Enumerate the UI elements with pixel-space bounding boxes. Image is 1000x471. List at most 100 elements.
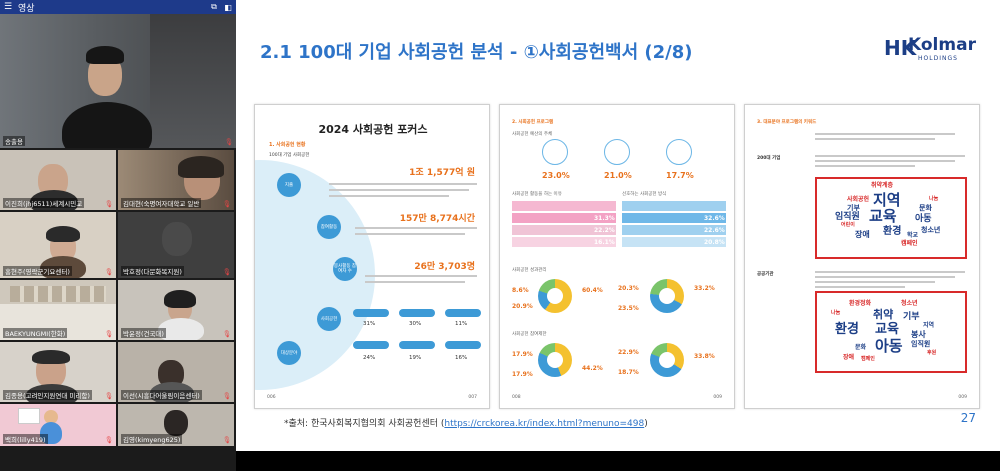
pill-value: 31%	[363, 321, 376, 327]
mic-muted-icon: 🎙	[222, 392, 231, 400]
participant-tile[interactable]: 백희(lilly419) 🎙	[0, 404, 116, 446]
report-page-programs: 2. 사회공헌 프로그램 사회공헌 예산의 주체 23.0% 21.0% 17.…	[499, 104, 735, 409]
keyword: 아동	[875, 337, 903, 355]
bar-value: 32.6%	[704, 215, 725, 222]
keyword: 봉사	[911, 330, 926, 339]
section-subtitle: 100대 기업 사회공헌	[269, 153, 310, 158]
panel-header: ☰ 영상 ⧉ ◧	[0, 0, 236, 14]
participant-name: 김종용(고려인지원연대 미리함)	[3, 390, 92, 400]
donut-value: 44.2%	[582, 365, 603, 372]
keyword: 임직원	[835, 212, 860, 222]
source-link[interactable]: https://crckorea.kr/index.html?menuno=49…	[444, 419, 645, 429]
bar-value: 31.3%	[594, 215, 615, 222]
page-number: 007	[468, 395, 477, 400]
panel-title: 영상	[18, 3, 35, 14]
keyword: 교육	[869, 207, 897, 225]
participant-tile[interactable]: 송출용 🎙	[0, 14, 236, 148]
participant-name: 홍현주(영락군기요센터)	[3, 266, 72, 276]
pill-value: 11%	[455, 321, 468, 327]
participant-tile[interactable]: 김대현(숙명여자대학교 일반 🎙	[118, 150, 234, 210]
node-social: 사회공헌	[317, 307, 341, 331]
pill-value: 16%	[455, 355, 468, 361]
logo-sub: HOLDINGS	[918, 55, 958, 62]
donut-value: 33.8%	[694, 353, 715, 360]
slide-title: 2.1 100대 기업 사회공헌 분석 - ①사회공헌백서 (2/8)	[260, 42, 693, 63]
donut-chart	[650, 279, 684, 313]
page-number: 006	[267, 395, 276, 400]
page-number: 008	[512, 395, 521, 400]
mic-muted-icon: 🎙	[224, 138, 233, 146]
participant-name: BAEKYUNGMI(한화)	[3, 328, 68, 338]
participant-tile[interactable]: 홍현주(영락군기요센터) 🎙	[0, 212, 116, 278]
node-volunteers: 봉사활동 참여자 수	[333, 257, 357, 281]
logo-mark-icon: HK	[884, 36, 917, 60]
keyword: 청소년	[921, 226, 941, 234]
keyword: 임직원	[911, 340, 931, 348]
footnote-text: *출처: 한국사회복지협의회 사회공헌센터 (	[284, 419, 445, 429]
node-spending: 지출	[277, 173, 301, 197]
keyword: 기부	[903, 312, 920, 322]
section-subtitle: 사회공헌 성과관리	[512, 268, 547, 273]
company-logo: HK Kolmar HOLDINGS	[884, 32, 976, 64]
participant-tile[interactable]: 김영(kimyeng625) 🎙	[118, 404, 234, 446]
donut-value: 23.5%	[618, 305, 639, 312]
participant-name: 이진희(jhj6511)세계시민교	[3, 198, 85, 208]
keyword: 문화	[855, 344, 867, 351]
participant-tile[interactable]: BAEKYUNGMI(한화) 🎙	[0, 280, 116, 340]
bar-value: 20.8%	[704, 239, 725, 246]
keyword: 환경	[835, 322, 859, 337]
participant-tile[interactable]: 박윤정(건국대) 🎙	[118, 280, 234, 340]
node-target: 대상분야	[277, 341, 301, 365]
popout-icon[interactable]: ⧉	[211, 2, 217, 11]
mic-muted-icon: 🎙	[222, 330, 231, 338]
keyword: 장애	[855, 230, 870, 239]
donut-value: 33.2%	[694, 285, 715, 292]
donut-value: 60.4%	[582, 287, 603, 294]
bottom-bar	[236, 451, 1000, 471]
participant-name: 백희(lilly419)	[3, 434, 48, 444]
handshake-icon	[666, 139, 692, 165]
page-title: 2024 사회공헌 포커스	[318, 123, 428, 136]
menu-icon[interactable]: ☰	[4, 2, 13, 12]
keyword: 기부	[847, 204, 860, 212]
pill-value: 30%	[409, 321, 422, 327]
icon-percent: 21.0%	[604, 171, 632, 180]
participant-tile[interactable]: 이진희(jhj6511)세계시민교 🎙	[0, 150, 116, 210]
pill-value: 24%	[363, 355, 376, 361]
mic-muted-icon: 🎙	[104, 436, 113, 444]
donut-chart	[650, 343, 684, 377]
bar-value: 22.2%	[594, 227, 615, 234]
node-participation: 참여활동	[317, 215, 341, 239]
keyword: 취약계층	[871, 182, 894, 189]
section-subtitle: 사회공헌 참여제한	[512, 332, 547, 337]
participant-name: 박윤정(건국대)	[121, 328, 166, 338]
donut-value: 17.9%	[512, 371, 533, 378]
participant-tile[interactable]: 김종용(고려인지원연대 미리함) 🎙	[0, 342, 116, 402]
keyword: 취약	[873, 308, 894, 321]
participant-tile[interactable]: 박호정(다문화복지원) 🎙	[118, 212, 234, 278]
mic-muted-icon: 🎙	[222, 436, 231, 444]
row-label: 200대 기업	[757, 156, 781, 161]
keyword: 청소년	[901, 300, 918, 307]
logo-brand: Kolmar	[908, 35, 976, 55]
collapse-icon[interactable]: ◧	[224, 2, 232, 12]
donut-value: 20.3%	[618, 285, 639, 292]
keyword: 문화	[919, 204, 932, 212]
pill-value: 19%	[409, 355, 422, 361]
video-panel: ☰ 영상 ⧉ ◧ 송출용 🎙 이진희(jhj6511)세계시민교 🎙 김대현	[0, 0, 236, 471]
people-icon	[604, 139, 630, 165]
row-label: 공공기관	[757, 272, 774, 277]
keyword: 나눔	[929, 196, 939, 202]
participant-name: 송출용	[3, 136, 25, 146]
mic-muted-icon: 🎙	[104, 330, 113, 338]
bar-value: 22.6%	[704, 227, 725, 234]
keyword: 지역	[923, 322, 935, 329]
participant-tile[interactable]: 이선(시흥다어울림이음센터) 🎙	[118, 342, 234, 402]
mic-muted-icon: 🎙	[104, 392, 113, 400]
icon-percent: 23.0%	[542, 171, 570, 180]
keyword: 사회공헌	[847, 196, 870, 203]
report-page-keywords: 3. 대표분야 프로그램의 키워드 200대 기업 지역 교육 임직원 환경 아…	[744, 104, 980, 409]
section-heading: 1. 사회공헌 현황	[269, 142, 306, 148]
donut-value: 20.9%	[512, 303, 533, 310]
